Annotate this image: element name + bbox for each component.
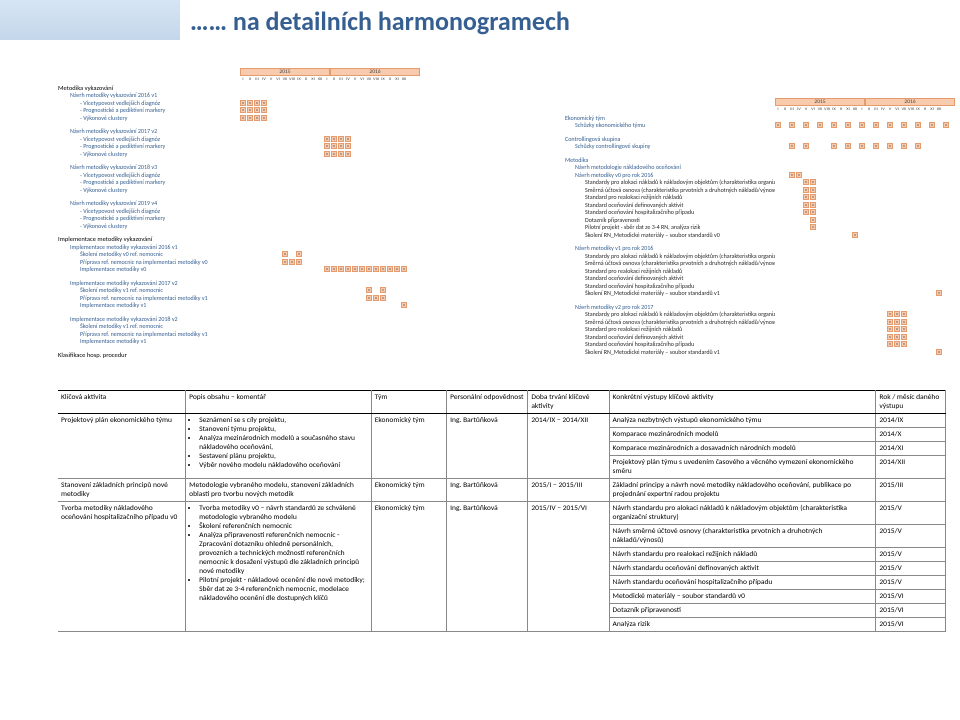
gantt-row: - Vícetypovost vedlejších diagnóz (0, 171, 560, 178)
gantt-row: Návrh metodiky vykazování 2019 v4 (0, 200, 560, 207)
col-header: Konkrétní výstupy klíčové aktivity (609, 391, 876, 414)
gantt-row: Návrh metodiky vykazování 2017 v2 (0, 128, 560, 135)
col-header: Doba trvání klíčové aktivity (528, 391, 609, 414)
table-row: Projektový plán ekonomického týmuSeznáme… (58, 414, 946, 428)
gantt-row: Návrh metodiky vykazování 2016 v1 (0, 92, 560, 99)
gantt-row: Controllingová skupina (565, 135, 955, 142)
gantt-row: Implementace metodiky v1x (0, 302, 560, 309)
gantt-row: Dotazník připravenostix (565, 216, 955, 223)
gantt-row: Školení RN_Metodické materiály – soubor … (565, 231, 955, 238)
gantt-row: - Prognostické a pediktivní markeryxxxx (0, 143, 560, 150)
gantt-row: Příprava ref. nemocnic na implementaci m… (0, 258, 560, 265)
gantt-row: Standardy pro alokaci nákladů k nákladov… (565, 311, 955, 318)
gantt-row: Implementace metodiky vykazování 2016 v1 (0, 243, 560, 250)
gantt-row: Standard oceňování definovaných aktivitx… (565, 201, 955, 208)
gantt-row: Standard oceňování hospitalizačního příp… (565, 341, 955, 348)
gantt-row: - Výkonové clusteryxxxx (0, 150, 560, 157)
gantt-row: Směrná účtová osnova (charakteristika pr… (565, 318, 955, 325)
table-row: Tvorba metodiky nákladového oceňování ho… (58, 502, 946, 525)
gantt-row: Standard pro realokaci režijních nákladů… (565, 194, 955, 201)
gantt-row: Implementace metodiky vykazování 2018 v2 (0, 315, 560, 322)
col-header: Rok / měsíc daného výstupu (876, 391, 946, 414)
gantt-row: - Vícetypovost vedlejších diagnózxxxx (0, 135, 560, 142)
gantt-row: Příprava ref. nemocnic na implementaci m… (0, 330, 560, 337)
gantt-row: Školení metodiky v1 ref. nemocnic (0, 323, 560, 330)
col-header: Klíčová aktivita (58, 391, 186, 414)
gantt-left: 20152016IIIIIIIVVVIVIIVIIIIXXXIXIIIIIIII… (0, 68, 560, 359)
gantt-row: Implementace metodiky vykazování (0, 236, 560, 243)
gantt-row: Směrná účtová osnova (charakteristika pr… (565, 260, 955, 267)
gantt-row: Návrh metodologie nákladového oceňování (565, 164, 955, 171)
gantt-row: Klasifikace hosp. procedur (0, 351, 560, 358)
gantt-row: Školení metodiky v1 ref. nemocnicxv (0, 287, 560, 294)
gantt-area: 20152016IIIIIIIVVVIVIIVIIIIXXXIXIIIIIIII… (0, 68, 960, 388)
gantt-row: - Vícetypovost vedlejších diagnóz (0, 207, 560, 214)
gantt-row: - Prognostické a pediktivní markeryxxxx (0, 107, 560, 114)
gantt-row: Implementace metodiky v0xxxxxxxxxxxx (0, 266, 560, 273)
gantt-row: Standard pro realokaci režijních nákladů… (565, 326, 955, 333)
col-header: Tým (371, 391, 446, 414)
gantt-row: - Výkonové clustery (0, 186, 560, 193)
gantt-row: Školení RN_Metodické materiály – soubor … (565, 348, 955, 355)
gantt-right: 20152016IIIIIIIVVVIVIIVIIIIXXXIXIIIIIIII… (565, 98, 955, 356)
gantt-row: Návrh metodiky v0 pro rok 2016xx (565, 171, 955, 178)
gantt-row: Návrh metodiky v1 pro rok 2016 (565, 245, 955, 252)
activities-table: Klíčová aktivitaPopis obsahu – komentářT… (58, 390, 946, 632)
gantt-row: Schůzky controllingové skupinyxxxxxxxxx (565, 143, 955, 150)
gantt-row: Implementace metodiky vykazování 2017 v2 (0, 279, 560, 286)
gantt-row: Školení RN_Metodické materiály – soubor … (565, 290, 955, 297)
gantt-row: Návrh metodiky vykazování 2018 v3 (0, 164, 560, 171)
gantt-row: - Výkonové clustery (0, 222, 560, 229)
gantt-row: Standard oceňování definovaných aktivit (565, 275, 955, 282)
col-header: Personální odpovědnost (447, 391, 528, 414)
gantt-row: Schůzky ekonomického týmuxxxxxxxxxxxxx (565, 122, 955, 129)
gantt-row: - Výkonové clusteryxxxx (0, 114, 560, 121)
gantt-row: Standard oceňování definovaných aktivitx… (565, 333, 955, 340)
gantt-row: Standard oceňování hospitalizačního příp… (565, 209, 955, 216)
gantt-row: Ekonomický tým (565, 114, 955, 121)
gantt-row: Standardy pro alokaci nákladů k nákladov… (565, 179, 955, 186)
gantt-row: Návrh metodiky v2 pro rok 2017 (565, 303, 955, 310)
gantt-row: Metodika vykazování (0, 84, 560, 91)
header-stripe (0, 0, 180, 40)
gantt-row: - Vícetypovost vedlejších diagnózxxxx (0, 99, 560, 106)
page-title: …… na detailních harmonogramech (190, 5, 570, 37)
gantt-row: Příprava ref. nemocnic na implementaci m… (0, 294, 560, 301)
col-header: Popis obsahu – komentář (186, 391, 372, 414)
gantt-row: - Prognostické a pediktivní markery (0, 215, 560, 222)
gantt-row: Standardy pro alokaci nákladů k nákladov… (565, 252, 955, 259)
gantt-row: - Prognostické a pediktivní markery (0, 179, 560, 186)
gantt-row: Metodika (565, 156, 955, 163)
gantt-row: Standard pro realokaci režijních nákladů (565, 267, 955, 274)
gantt-row: Standard oceňování hospitalizačního příp… (565, 282, 955, 289)
gantt-row: Implementace metodiky v1 (0, 338, 560, 345)
gantt-row: Pilotní projekt - sběr dat ze 3-4 RN, an… (565, 224, 955, 231)
table-row: Stanovení základních principů nové metod… (58, 479, 946, 502)
gantt-row: Školení metodiky v0 ref. nemocnicxv (0, 251, 560, 258)
gantt-row: Směrná účtová osnova (charakteristika pr… (565, 186, 955, 193)
